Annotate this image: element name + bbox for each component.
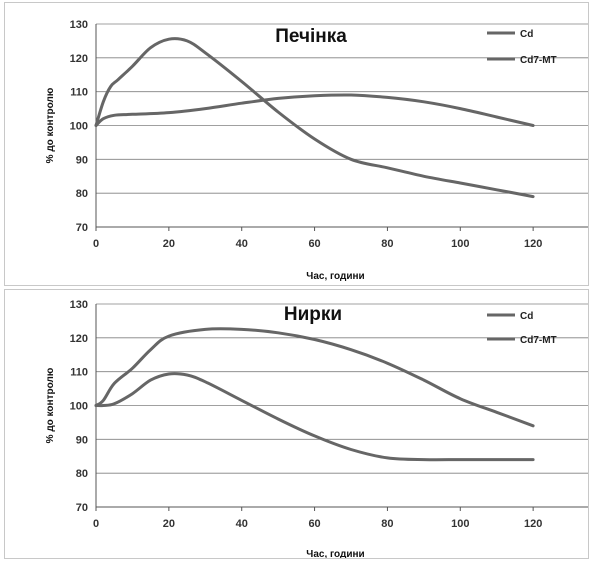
- x-tick-label: 20: [163, 238, 175, 250]
- legend-label-cd7-mt: Cd7-MT: [520, 335, 557, 346]
- chart-kidney: 708090100110120130020406080100120140Час,…: [45, 299, 588, 559]
- chart-panel-kidney: 708090100110120130020406080100120140Час,…: [4, 289, 589, 559]
- x-tick-label: 120: [524, 238, 542, 250]
- legend-label-cd7-mt: Cd7-MT: [520, 55, 557, 66]
- chart-panel-liver: 708090100110120130020406080100120140Час,…: [4, 2, 589, 286]
- x-axis-title: Час, години: [306, 549, 364, 559]
- y-axis-title: % до контролю: [45, 367, 56, 443]
- chart-title: Нирки: [284, 304, 342, 325]
- chart-title: Печінка: [275, 26, 347, 47]
- y-tick-label: 100: [70, 121, 88, 133]
- x-tick-label: 120: [524, 518, 542, 530]
- legend-label-cd: Cd: [520, 311, 533, 322]
- series-line-cd: [94, 372, 535, 462]
- y-tick-label: 130: [70, 19, 88, 31]
- x-tick-label: 0: [93, 238, 99, 250]
- x-tick-label: 40: [236, 238, 248, 250]
- x-tick-label: 80: [381, 238, 393, 250]
- x-tick-label: 60: [308, 518, 320, 530]
- y-tick-label: 110: [70, 367, 88, 379]
- series-line-cd7-mt: [94, 327, 535, 428]
- y-tick-label: 120: [70, 333, 88, 345]
- series-line-cd7-mt: [94, 93, 535, 127]
- x-tick-label: 20: [163, 518, 175, 530]
- x-tick-label: 100: [451, 518, 469, 530]
- legend-label-cd: Cd: [520, 29, 533, 40]
- x-tick-label: 80: [381, 518, 393, 530]
- y-tick-label: 110: [70, 87, 88, 99]
- x-tick-label: 60: [308, 238, 320, 250]
- x-tick-label: 40: [236, 518, 248, 530]
- y-tick-label: 90: [76, 154, 88, 166]
- y-tick-label: 80: [76, 468, 88, 480]
- y-tick-label: 70: [76, 502, 88, 514]
- y-tick-label: 130: [70, 299, 88, 311]
- y-tick-label: 100: [70, 401, 88, 413]
- x-axis-title: Час, години: [306, 271, 364, 282]
- chart-liver: 708090100110120130020406080100120140Час,…: [45, 19, 588, 282]
- y-tick-label: 80: [76, 188, 88, 200]
- series-line-cd: [94, 37, 535, 199]
- y-tick-label: 120: [70, 53, 88, 65]
- y-axis-title: % до контролю: [45, 87, 56, 163]
- x-tick-label: 100: [451, 238, 469, 250]
- x-tick-label: 0: [93, 518, 99, 530]
- y-tick-label: 70: [76, 222, 88, 234]
- y-tick-label: 90: [76, 434, 88, 446]
